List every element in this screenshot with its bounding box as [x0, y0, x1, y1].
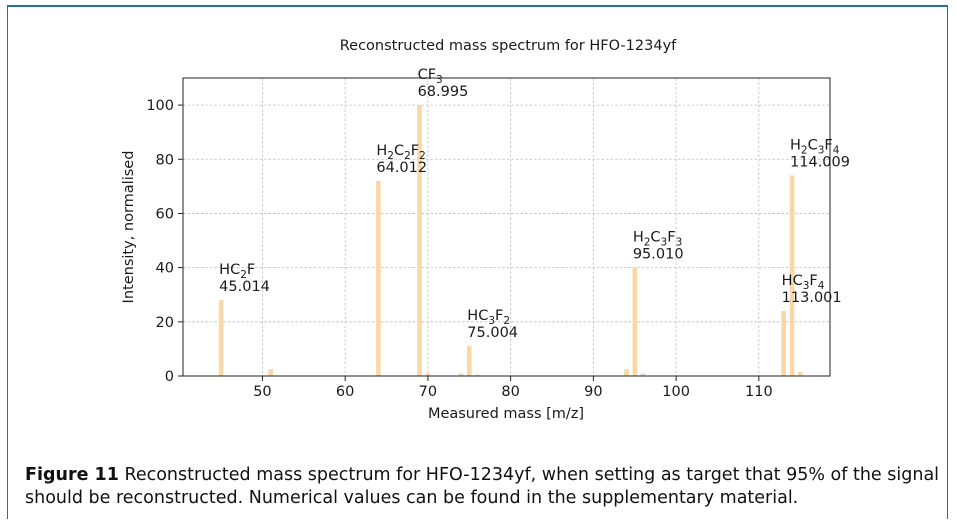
- spectrum-bar: [458, 373, 464, 376]
- peak-mass-label: 114.009: [790, 155, 850, 171]
- y-axis: 0 20 40 60 80 100: [146, 98, 183, 385]
- peak-formula-label: HC2​F: [219, 262, 255, 281]
- peak-mass-label: 45.014: [219, 279, 270, 295]
- x-tick-label: 70: [419, 384, 437, 400]
- peak-formula-label: H2​C3​F4​: [790, 138, 840, 157]
- peak-annotations: HC2​F45.014 H2​C2​F2​64.012 CF3​68.995 HC3​…: [219, 67, 850, 341]
- x-axis: 50 60 70 80 90 100 110: [253, 376, 773, 400]
- spectrum-bar: [425, 373, 431, 376]
- y-tick-label: 60: [156, 206, 174, 222]
- y-tick-label: 20: [156, 315, 174, 331]
- y-axis-label: Intensity, normalised: [121, 151, 137, 304]
- peak-mass-label: 95.010: [633, 247, 684, 263]
- x-tick-label: 100: [662, 384, 690, 400]
- caption-label: Figure 11: [25, 465, 119, 485]
- figure-frame: [7, 5, 948, 519]
- y-tick-label: 0: [165, 369, 174, 385]
- peak-formula-label: HC3​F4​: [782, 273, 825, 292]
- x-tick-label: 90: [584, 384, 602, 400]
- grid-lines: [183, 78, 830, 377]
- y-tick-label: 40: [156, 261, 174, 277]
- x-tick-label: 110: [745, 384, 773, 400]
- bars: [218, 105, 803, 376]
- spectrum-bar: [218, 300, 224, 376]
- caption-text: Reconstructed mass spectrum for HFO-1234…: [25, 465, 940, 508]
- spectrum-bar: [624, 369, 629, 376]
- spectrum-bar: [376, 180, 381, 376]
- spectrum-bar: [632, 267, 638, 376]
- spectrum-bar: [781, 310, 786, 376]
- chart-title: Reconstructed mass spectrum for HFO-1234…: [340, 38, 677, 54]
- spectrum-bar: [797, 371, 803, 376]
- peak-formula-label: H2​C2​F2​: [376, 143, 425, 162]
- plot-area-frame: [182, 77, 831, 377]
- peak-formula-label: CF3​: [418, 67, 443, 86]
- spectrum-bar: [268, 369, 274, 376]
- x-tick-label: 50: [253, 384, 271, 400]
- spectrum-bar: [467, 346, 472, 376]
- x-tick-label: 80: [501, 384, 519, 400]
- peak-mass-label: 68.995: [418, 84, 469, 100]
- mass-spectrum-chart: Reconstructed mass spectrum for HFO-1234…: [121, 38, 850, 422]
- peak-formula-label: HC3​F2​: [467, 308, 510, 327]
- spectrum-bar: [789, 175, 795, 376]
- figure-caption: Figure 11 Reconstructed mass spectrum fo…: [25, 464, 945, 510]
- peak-mass-label: 75.004: [467, 325, 518, 341]
- y-tick-label: 80: [156, 152, 174, 168]
- spectrum-bar: [640, 373, 646, 376]
- y-tick-label: 100: [146, 98, 174, 114]
- spectrum-bar: [475, 374, 480, 376]
- x-axis-label: Measured mass [m/z]: [428, 406, 584, 422]
- spectrum-bar: [417, 105, 422, 376]
- peak-formula-label: H2​C3​F3​: [633, 230, 682, 249]
- x-tick-label: 60: [336, 384, 354, 400]
- peak-mass-label: 113.001: [782, 290, 842, 306]
- peak-mass-label: 64.012: [376, 160, 427, 176]
